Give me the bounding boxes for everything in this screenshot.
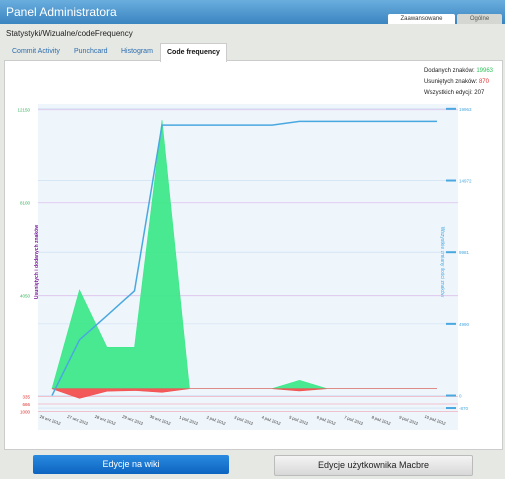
stat-label: Dodanych znaków:	[423, 68, 475, 74]
stat-value: 207	[474, 90, 485, 96]
y2-tick-label: -870	[459, 406, 469, 411]
x-tick-label: 4 paź 2012	[261, 414, 282, 426]
y-tick-label: 666	[22, 402, 30, 407]
stats: Dodanych znaków: 19963 Usuniętych znaków…	[424, 66, 493, 99]
y-tick-label: 1000	[20, 410, 31, 415]
y-tick-label: 8100	[20, 201, 31, 206]
y2-tick-label: 0	[459, 394, 462, 399]
x-tick-label: 6 paź 2012	[316, 414, 337, 426]
y-axis-label: Usuniętych i dodanych znaków	[34, 225, 40, 299]
button[interactable]: Edycje użytkownika Macbre	[274, 455, 473, 476]
subtab[interactable]: Punchcard	[74, 48, 108, 55]
subtab[interactable]: Histogram	[121, 48, 153, 55]
y2-tick-label: 4990	[459, 322, 470, 327]
subtab[interactable]: Code frequency	[160, 43, 227, 62]
x-tick-label: 1 paź 2012	[179, 414, 200, 426]
header-title: Panel Administratora	[6, 5, 117, 19]
y2-axis-label: Wszystkie zmiany ilości znaków	[439, 227, 445, 298]
stat-value: 19963	[476, 68, 493, 74]
header: Panel Administratora Zaawansowane Ogólne	[0, 0, 505, 24]
stat-label: Usuniętych znaków:	[423, 79, 478, 85]
x-tick-label: 2 paź 2012	[206, 414, 227, 426]
stat-value: 870	[478, 79, 489, 85]
subtab[interactable]: Commit Activity	[12, 48, 60, 55]
y2-tick-label: 14972	[459, 179, 472, 184]
x-tick-label: 8 paź 2012	[371, 414, 392, 426]
stat-label: Wszystkich edycji:	[423, 90, 473, 96]
y-tick-label: 12150	[17, 108, 30, 113]
chart: Usuniętych i dodanych znaków Wszystkie z…	[17, 104, 472, 430]
x-tick-label: 9 paź 2012	[399, 414, 420, 426]
area	[51, 388, 437, 399]
tab[interactable]: Ogólne	[457, 14, 502, 24]
tab[interactable]: Zaawansowane	[388, 14, 455, 24]
y2-tick-label: 19963	[459, 107, 472, 112]
x-tick-label: 7 paź 2012	[344, 414, 365, 426]
y-tick-label: 4050	[20, 294, 31, 299]
x-tick-label: 3 paź 2012	[234, 414, 255, 426]
y-tick-label: 335	[22, 394, 30, 399]
y2-tick-label: 9981	[459, 250, 470, 255]
button[interactable]: Edycje na wiki	[33, 455, 229, 474]
x-tick-label: 5 paź 2012	[289, 414, 310, 426]
breadcrumb: Statystyki/Wizualne/codeFrequency	[6, 29, 133, 38]
line	[51, 120, 437, 396]
